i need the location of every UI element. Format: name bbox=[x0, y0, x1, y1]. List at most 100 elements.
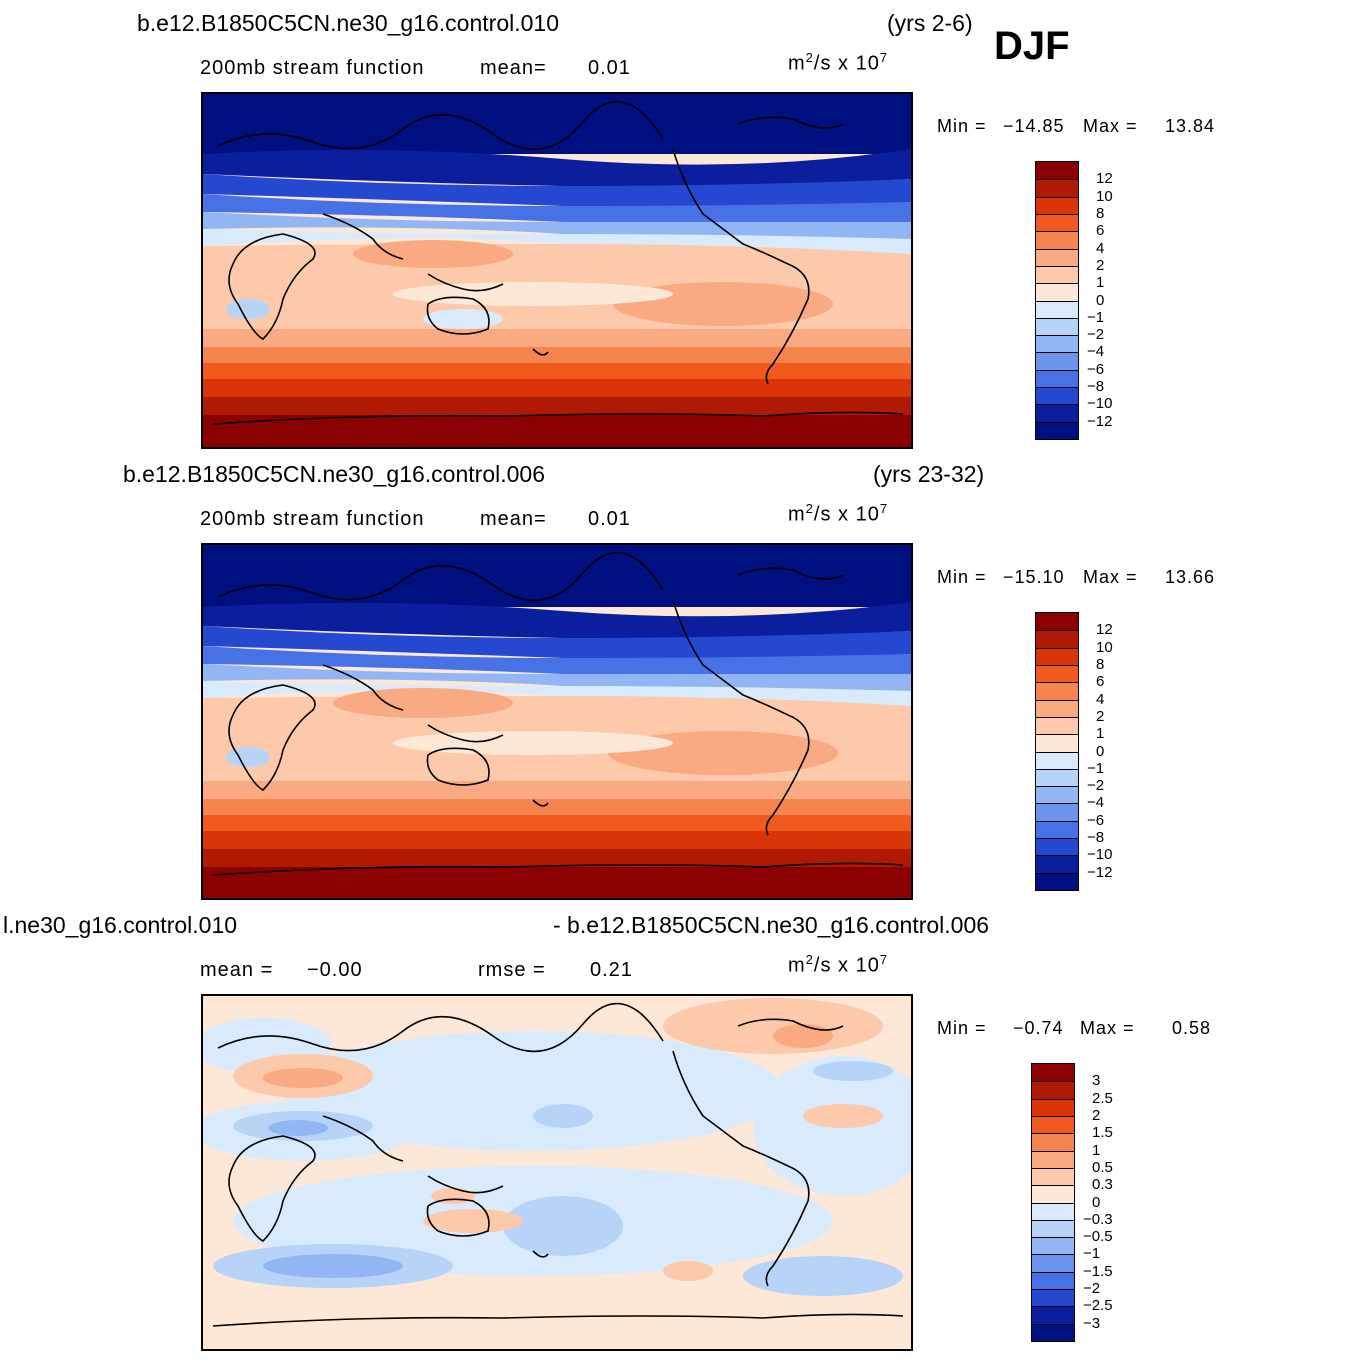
colorbar-swatch bbox=[1036, 196, 1078, 214]
panel3-units: m2/s x 107 bbox=[788, 952, 889, 977]
panel1-colorbar bbox=[1035, 161, 1079, 440]
colorbar-swatch bbox=[1036, 820, 1078, 839]
panel1-mean-value: 0.01 bbox=[588, 57, 631, 79]
colorbar-swatch bbox=[1032, 1237, 1074, 1255]
colorbar-tick-label: 6 bbox=[1096, 222, 1105, 240]
colorbar-tick-label: 8 bbox=[1096, 204, 1105, 222]
season-label: DJF bbox=[994, 24, 1070, 68]
colorbar-tick-label: −12 bbox=[1087, 412, 1113, 430]
colorbar-tick-label: 10 bbox=[1096, 187, 1113, 205]
colorbar-swatch bbox=[1032, 1098, 1074, 1116]
colorbar-swatch bbox=[1032, 1115, 1074, 1134]
panel2-units: m2/s x 107 bbox=[788, 501, 889, 526]
panel3-mean-value: −0.00 bbox=[307, 959, 363, 981]
panel1-units: m2/s x 107 bbox=[788, 50, 889, 75]
colorbar-swatch bbox=[1032, 1150, 1074, 1168]
colorbar-tick-label: −4 bbox=[1087, 343, 1105, 361]
colorbar-swatch bbox=[1036, 248, 1078, 266]
panel3-colorbar bbox=[1031, 1063, 1075, 1342]
colorbar-swatch bbox=[1036, 335, 1078, 353]
panel1-mean-label: mean= bbox=[480, 57, 547, 79]
colorbar-tick-label: 0 bbox=[1096, 291, 1105, 309]
panel3-min-value: −0.74 bbox=[1013, 1018, 1064, 1038]
panel1-years: (yrs 2-6) bbox=[887, 10, 973, 36]
colorbar-swatch bbox=[1032, 1289, 1074, 1307]
colorbar-tick-label: −8 bbox=[1087, 829, 1105, 847]
panel1-min-value: −14.85 bbox=[1003, 116, 1065, 136]
colorbar-swatch bbox=[1036, 664, 1078, 683]
colorbar-tick-label: −2.5 bbox=[1083, 1297, 1113, 1315]
colorbar-tick-label: −1 bbox=[1087, 759, 1105, 777]
colorbar-swatch bbox=[1036, 162, 1078, 180]
colorbar-swatch bbox=[1036, 768, 1078, 787]
colorbar-swatch bbox=[1036, 231, 1078, 249]
colorbar-swatch bbox=[1036, 855, 1078, 873]
colorbar-swatch bbox=[1036, 317, 1078, 336]
colorbar-tick-label: −10 bbox=[1087, 846, 1113, 864]
colorbar-swatch bbox=[1036, 352, 1078, 370]
colorbar-tick-label: −12 bbox=[1087, 863, 1113, 881]
colorbar-swatch bbox=[1032, 1271, 1074, 1290]
colorbar-tick-label: 10 bbox=[1096, 638, 1113, 656]
panel3-rmse-label: rmse = bbox=[478, 959, 546, 981]
panel1-case-label: b.e12.B1850C5CN.ne30_g16.control.010 bbox=[137, 10, 559, 36]
colorbar-tick-label: 4 bbox=[1096, 239, 1105, 257]
panel1-min-label: Min = bbox=[937, 116, 987, 136]
colorbar-swatch bbox=[1032, 1185, 1074, 1203]
colorbar-tick-label: 1 bbox=[1092, 1141, 1101, 1159]
panel3-mean-label: mean = bbox=[200, 959, 274, 981]
colorbar-tick-label: −4 bbox=[1087, 794, 1105, 812]
panel3-map bbox=[201, 994, 913, 1351]
panel3-rmse-value: 0.21 bbox=[590, 959, 633, 981]
colorbar-tick-label: −8 bbox=[1087, 378, 1105, 396]
colorbar-swatch bbox=[1032, 1081, 1074, 1099]
colorbar-tick-label: 1.5 bbox=[1092, 1124, 1113, 1142]
colorbar-tick-label: −0.3 bbox=[1083, 1210, 1113, 1228]
panel2-mean-label: mean= bbox=[480, 508, 547, 530]
colorbar-swatch bbox=[1032, 1219, 1074, 1238]
colorbar-tick-label: −6 bbox=[1087, 360, 1105, 378]
colorbar-swatch bbox=[1036, 265, 1078, 284]
panel1-max-value: 13.84 bbox=[1165, 116, 1216, 136]
panel2-max-value: 13.66 bbox=[1165, 567, 1216, 587]
panel3-max-value: 0.58 bbox=[1172, 1018, 1212, 1038]
colorbar-tick-label: 2 bbox=[1096, 256, 1105, 274]
panel2-max-label: Max = bbox=[1083, 567, 1138, 587]
panel2-years: (yrs 23-32) bbox=[873, 461, 985, 487]
colorbar-swatch bbox=[1032, 1133, 1074, 1151]
colorbar-tick-label: −10 bbox=[1087, 395, 1113, 413]
colorbar-swatch bbox=[1036, 803, 1078, 821]
colorbar-swatch bbox=[1036, 213, 1078, 232]
colorbar-swatch bbox=[1036, 647, 1078, 665]
colorbar-swatch bbox=[1036, 387, 1078, 405]
colorbar-tick-label: 12 bbox=[1096, 621, 1113, 639]
panel1-subtitle: 200mb stream function bbox=[200, 57, 425, 79]
panel2-colorbar bbox=[1035, 612, 1079, 891]
colorbar-tick-label: 2 bbox=[1092, 1106, 1101, 1124]
colorbar-tick-label: 2.5 bbox=[1092, 1089, 1113, 1107]
colorbar-tick-label: −1 bbox=[1087, 308, 1105, 326]
panel3-case-label: l.ne30_g16.control.010 bbox=[3, 912, 238, 938]
colorbar-tick-label: −1.5 bbox=[1083, 1262, 1113, 1280]
colorbar-tick-label: −3 bbox=[1083, 1314, 1101, 1332]
colorbar-tick-label: 1 bbox=[1096, 274, 1105, 292]
colorbar-swatch bbox=[1036, 838, 1078, 856]
panel1-max-label: Max = bbox=[1083, 116, 1138, 136]
colorbar-tick-label: 0.5 bbox=[1092, 1158, 1113, 1176]
colorbar-tick-label: 3 bbox=[1092, 1072, 1101, 1090]
colorbar-swatch bbox=[1036, 613, 1078, 631]
colorbar-tick-label: 2 bbox=[1096, 707, 1105, 725]
colorbar-tick-label: 4 bbox=[1096, 690, 1105, 708]
colorbar-swatch bbox=[1036, 751, 1078, 769]
colorbar-swatch bbox=[1032, 1306, 1074, 1324]
colorbar-swatch bbox=[1032, 1323, 1074, 1341]
colorbar-swatch bbox=[1032, 1202, 1074, 1220]
colorbar-swatch bbox=[1036, 404, 1078, 422]
colorbar-swatch bbox=[1036, 421, 1078, 439]
colorbar-swatch bbox=[1036, 716, 1078, 735]
panel3-max-label: Max = bbox=[1080, 1018, 1135, 1038]
panel2-mean-value: 0.01 bbox=[588, 508, 631, 530]
colorbar-swatch bbox=[1036, 283, 1078, 301]
colorbar-tick-label: 1 bbox=[1096, 725, 1105, 743]
colorbar-tick-label: 0 bbox=[1096, 742, 1105, 760]
